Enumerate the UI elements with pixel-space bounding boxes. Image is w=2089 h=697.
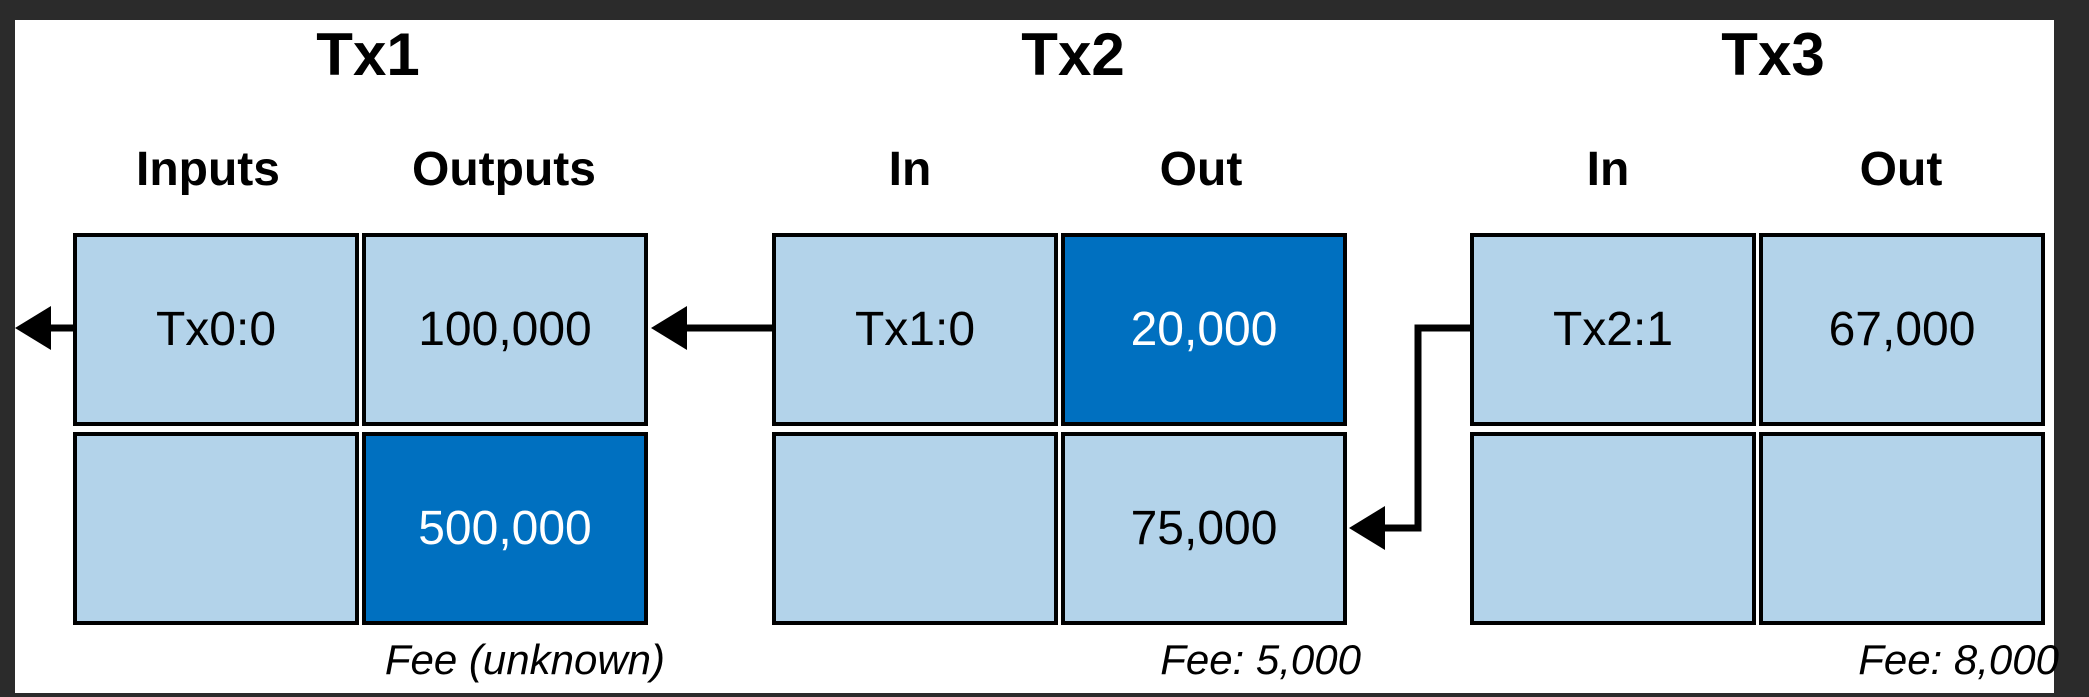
arrow-tx2-to-tx1 [651,306,772,350]
arrow-tx1-to-tx0 [15,306,73,350]
tx3-fee: Fee: 8,000 [1858,636,2059,683]
tx3-input-1 [1470,432,1756,625]
tx2-output-1: 75,000 [1061,432,1347,625]
tx3-input-0: Tx2:1 [1470,233,1756,426]
tx1-outputs-header: Outputs [412,143,596,196]
tx3-output-0: 67,000 [1759,233,2045,426]
tx2-out-header: Out [1159,143,1243,196]
tx3-title: Tx3 [1721,21,1825,88]
transaction-chain-diagram: Tx1 Tx2 Tx3 Inputs Outputs In Out In Out… [15,20,2059,693]
tx3-in-header: In [1586,143,1630,196]
tx1-title: Tx1 [316,21,420,88]
tx3-output-1 [1759,432,2045,625]
tx2-output-0: 20,000 [1061,233,1347,426]
tx2-in-header: In [888,143,932,196]
tx1-inputs-header: Inputs [136,143,280,196]
tx1-input-1 [73,432,359,625]
tx1-input-0: Tx0:0 [73,233,359,426]
arrows-layer [15,306,1470,550]
tx1-fee: Fee (unknown) [384,636,665,683]
tx3-out-header: Out [1859,143,1943,196]
tx2-title: Tx2 [1021,21,1125,88]
tx2-input-0: Tx1:0 [772,233,1058,426]
arrow-tx3-to-tx2 [1349,324,1470,550]
tx1-output-1: 500,000 [362,432,648,625]
tx2-input-1 [772,432,1058,625]
tx2-fee: Fee: 5,000 [1160,636,1361,683]
tx1-output-0: 100,000 [362,233,648,426]
